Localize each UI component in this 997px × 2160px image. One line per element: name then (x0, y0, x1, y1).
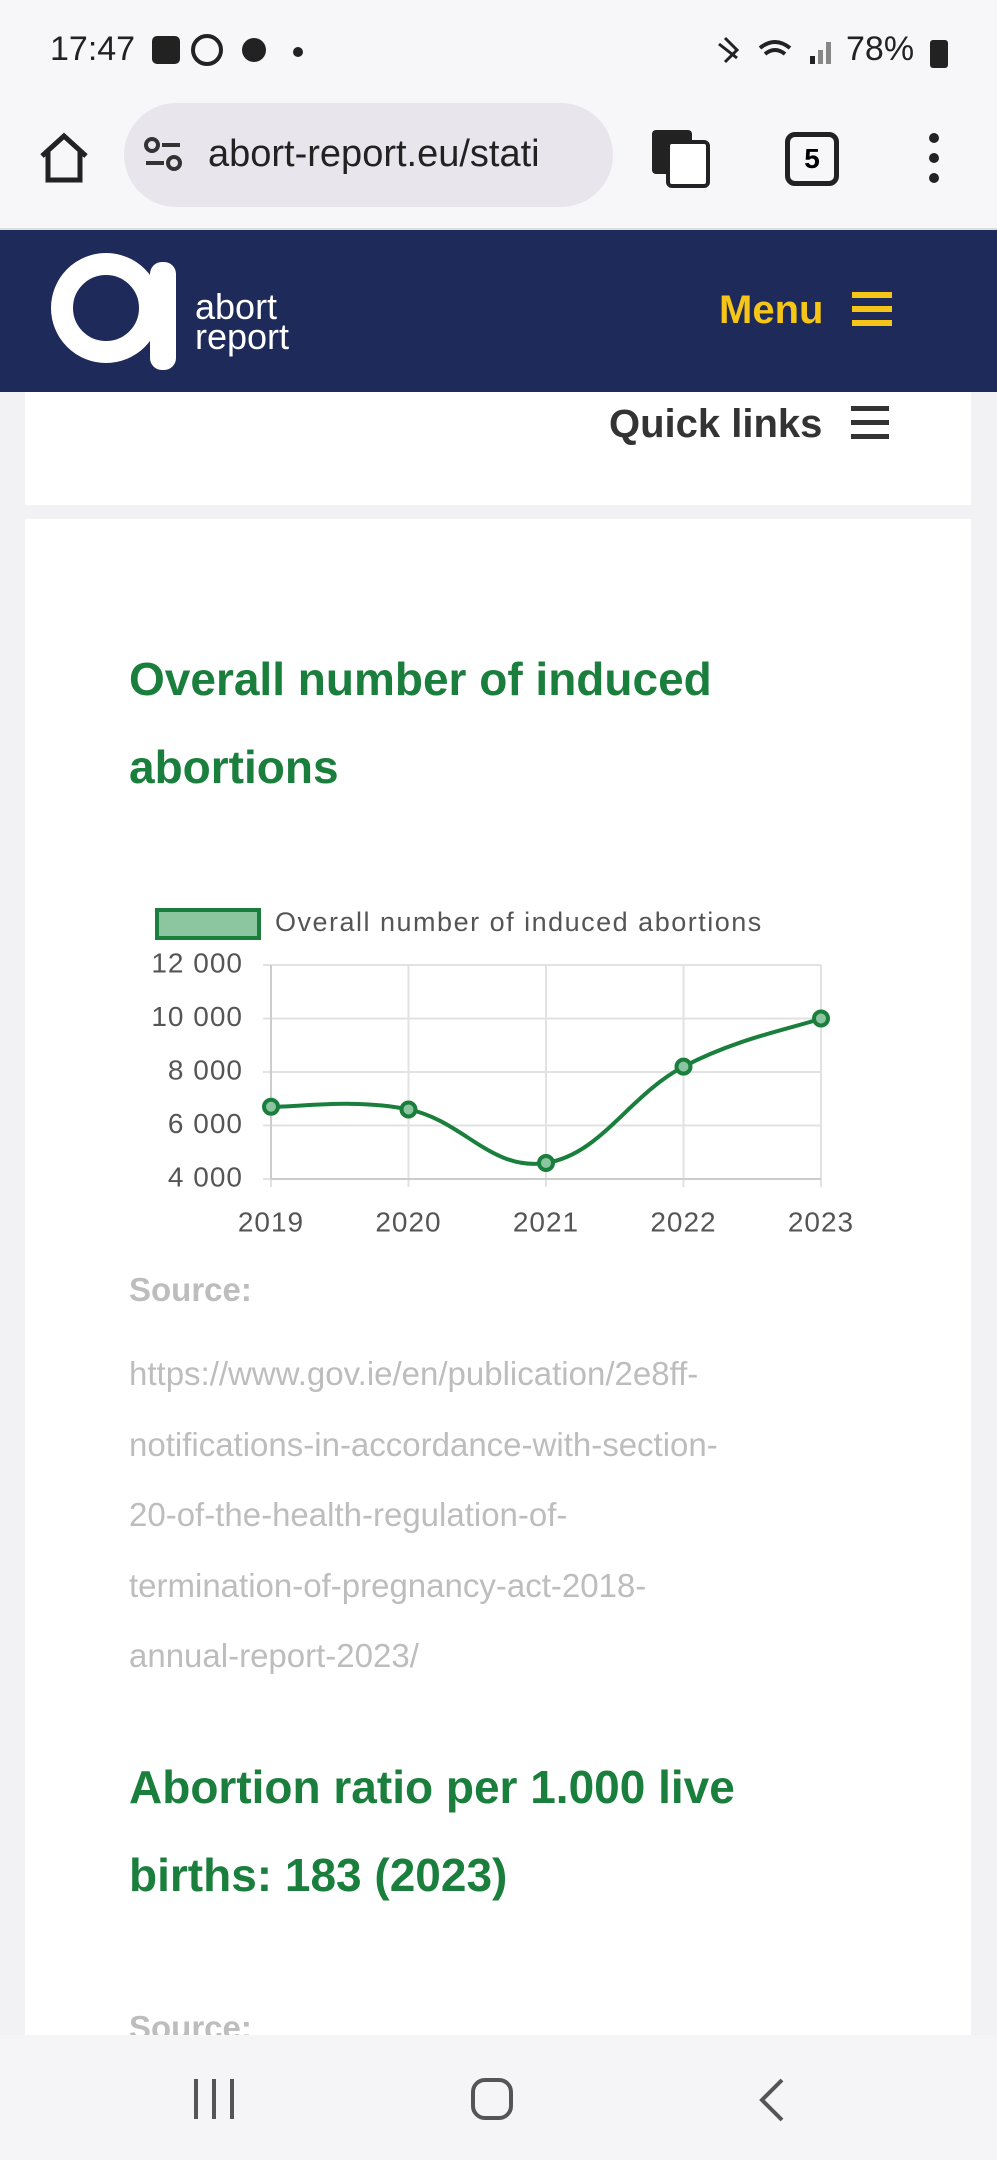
source-line[interactable]: termination-of-pregnancy-act-2018- (129, 1566, 647, 1604)
point (537, 1153, 555, 1172)
y-tick-label: 8 000 (168, 1054, 243, 1085)
tab-count[interactable]: 5 (785, 132, 839, 186)
site-header: abort report Menu (0, 230, 997, 392)
source-line[interactable]: https://www.gov.ie/en/publication/2e8ff- (129, 1355, 699, 1392)
source-label: Source: (129, 1271, 252, 1308)
x-tick-label: 2020 (375, 1206, 441, 1237)
y-tick-label: 6 000 (168, 1108, 243, 1139)
quick-links[interactable]: Quick links (609, 402, 823, 446)
battery: 78% (846, 30, 915, 68)
y-tick-label: 4 000 (168, 1161, 243, 1192)
home-nav-button[interactable] (470, 2077, 514, 2121)
x-tick-label: 2023 (788, 1206, 854, 1237)
y-tick-label: 12 000 (151, 947, 243, 978)
browser-bar: abort-report.eu/stati 5 (0, 90, 997, 230)
source-line[interactable]: notifications-in-accordance-with-section… (129, 1425, 718, 1463)
point (262, 1097, 280, 1116)
x-tick-label: 2021 (513, 1206, 579, 1237)
legend-swatch (155, 908, 261, 940)
logo-line: report (195, 316, 290, 357)
status-bar: 17:47 78% (0, 0, 997, 90)
menu-icon[interactable] (852, 292, 892, 326)
back-button[interactable] (756, 2077, 786, 2123)
url-text[interactable]: abort-report.eu/stati (208, 133, 540, 175)
site-info-icon[interactable] (144, 137, 184, 173)
time: 17:47 (50, 30, 136, 68)
home-button[interactable] (38, 132, 90, 184)
quick-links-icon[interactable] (851, 406, 889, 440)
recents-button[interactable] (190, 2079, 238, 2119)
quick-links-card: Quick links (25, 392, 971, 505)
y-tick-label: 10 000 (151, 1001, 243, 1032)
nav-bar (0, 2035, 997, 2160)
chart: 4 000 6 000 8 000 10 000 12 000 2019 2020 2021 2… (151, 907, 854, 1237)
battery-icon (930, 40, 948, 68)
source-line[interactable]: annual-report-2023/ (129, 1637, 419, 1674)
x-tick-label: 2019 (238, 1206, 304, 1237)
logo-mark[interactable] (50, 252, 200, 372)
menu-button[interactable]: Menu (719, 288, 824, 332)
x-tick-label: 2022 (650, 1206, 716, 1237)
legend-label: Overall number of induced abortions (275, 907, 763, 937)
logo-text[interactable]: abort report (195, 286, 290, 357)
section-title: Abortion ratio per 1.000 live births: 18… (129, 1761, 735, 1901)
source-line[interactable]: 20-of-the-health-regulation-of- (129, 1496, 568, 1533)
point (674, 1057, 693, 1076)
point (399, 1100, 418, 1119)
source-link[interactable]: https://www.gov.ie/en/publication/2e8ff-… (129, 1339, 718, 1692)
overflow-menu[interactable] (922, 132, 946, 184)
point (812, 1009, 830, 1028)
content-card: Overall number of induced abortions Sour… (25, 519, 971, 2046)
status-icons (152, 34, 303, 66)
status-right-icons (718, 36, 831, 64)
logo-line: abort (195, 286, 278, 327)
url-bar[interactable]: abort-report.eu/stati (124, 103, 613, 207)
section-title: Overall number of induced abortions (129, 653, 712, 793)
translate-button[interactable] (648, 126, 712, 190)
